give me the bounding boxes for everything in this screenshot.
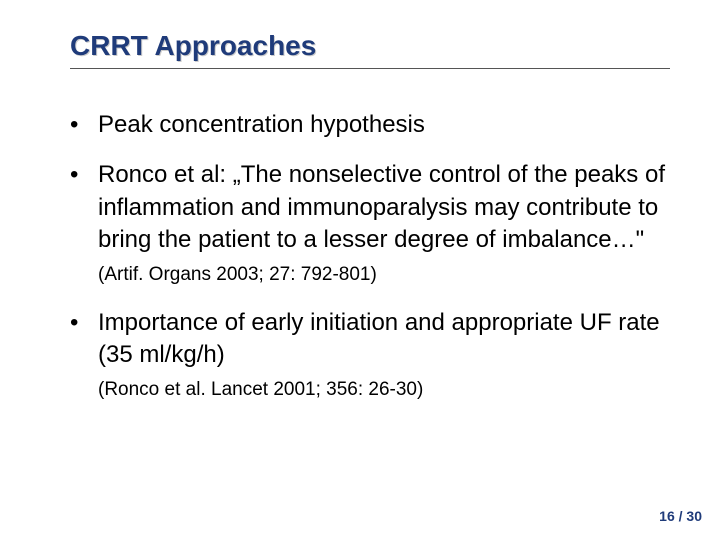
bullet-list: Peak concentration hypothesis Ronco et a…: [70, 109, 670, 404]
citation: (Artif. Organs 2003; 27: 792-801): [98, 264, 377, 285]
list-item: Peak concentration hypothesis: [70, 109, 670, 141]
list-item: Ronco et al: „The nonselective control o…: [70, 159, 670, 289]
citation: (Ronco et al. Lancet 2001; 356: 26-30): [98, 379, 423, 400]
title-rule: [70, 68, 670, 69]
bullet-text: Importance of early initiation and appro…: [98, 309, 660, 368]
bullet-text: Ronco et al: „The nonselective control o…: [98, 161, 665, 253]
bullet-text: Peak concentration hypothesis: [98, 111, 425, 138]
list-item: Importance of early initiation and appro…: [70, 307, 670, 404]
slide: CRRT Approaches Peak concentration hypot…: [0, 0, 720, 540]
page-number: 16 / 30: [659, 508, 702, 524]
page-title: CRRT Approaches: [70, 30, 670, 62]
